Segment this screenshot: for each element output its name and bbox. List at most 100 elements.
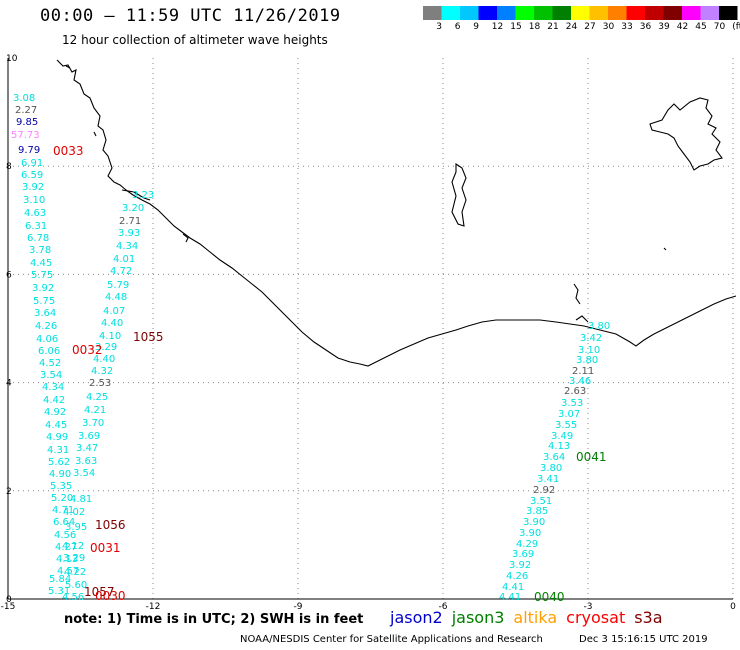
time-label: 1056	[95, 518, 126, 532]
y-tick-label: 0	[6, 595, 12, 605]
wave-height-label: 3.10	[23, 195, 45, 206]
colorbar-label: 33	[621, 22, 633, 32]
wave-height-label: 3.80	[576, 355, 598, 366]
time-label: 0040	[534, 590, 565, 604]
legend-item-cryosat: cryosat	[566, 608, 626, 627]
colorbar-swatch	[645, 6, 664, 20]
wave-height-label: 3.90	[519, 528, 541, 539]
wave-height-label: 3.63	[75, 456, 97, 467]
x-tick-label: 0	[730, 602, 736, 610]
colorbar-swatch	[552, 6, 571, 20]
colorbar-swatch	[441, 6, 460, 20]
legend-item-s3a: s3a	[634, 608, 663, 627]
time-label: 0031	[90, 541, 121, 555]
wave-height-label: 2.71	[119, 216, 141, 227]
colorbar-label: 27	[584, 22, 596, 32]
wave-height-label: 4.27	[55, 542, 77, 553]
colorbar-swatch	[719, 6, 738, 20]
wave-height-label: 4.45	[45, 420, 67, 431]
colorbar-label: 9	[473, 22, 479, 32]
wave-height-label: 4.92	[44, 407, 66, 418]
wave-height-label: 3.80	[588, 321, 610, 332]
colorbar-swatch	[460, 6, 479, 20]
wave-height-label: 6.59	[21, 170, 43, 181]
wave-height-label: 3.20	[122, 203, 144, 214]
y-tick-label: 2	[6, 487, 12, 497]
colorbar-swatch	[700, 6, 719, 20]
wave-height-label: 4.22	[64, 567, 86, 578]
wave-height-label: 3.47	[76, 443, 98, 454]
y-tick-label: 4	[6, 379, 12, 389]
wave-height-label: 4.02	[63, 507, 85, 518]
wave-height-label: 4.40	[101, 318, 123, 329]
wave-height-label: 4.63	[24, 208, 46, 219]
legend-item-jason3: jason3	[451, 608, 505, 627]
wave-height-label: 3.92	[509, 560, 531, 571]
wave-height-label: 4.48	[105, 292, 127, 303]
wave-height-label: 5.84	[49, 574, 71, 585]
wave-height-label: 3.54	[40, 370, 62, 381]
colorbar-swatch	[534, 6, 553, 20]
wave-height-label: 3.53	[561, 398, 583, 409]
wave-height-label: 3.51	[530, 496, 552, 507]
y-tick-label: 10	[6, 54, 18, 64]
wave-height-label: 6.78	[27, 233, 49, 244]
wave-height-label: 4.40	[93, 354, 115, 365]
wave-height-label: 4.52	[39, 358, 61, 369]
wave-height-label: 3.29	[63, 553, 85, 564]
wave-height-label: 3.95	[65, 522, 87, 533]
wave-height-label: 4.90	[49, 469, 71, 480]
x-tick-label: -6	[439, 602, 448, 610]
colorbar-label: 18	[528, 22, 541, 32]
chart-title: 00:00 – 11:59 UTC 11/26/2019	[40, 6, 341, 26]
wave-height-label: 3.46	[569, 376, 591, 387]
x-tick-label: -15	[1, 602, 16, 610]
wave-height-label: 3.85	[526, 506, 548, 517]
note-text: note: 1) Time is in UTC; 2) SWH is in fe…	[64, 612, 364, 627]
colorbar-label: 24	[565, 22, 578, 32]
wave-height-label: 4.01	[113, 254, 135, 265]
colorbar-label: 12	[491, 22, 504, 32]
colorbar	[423, 6, 738, 20]
wave-height-label: 4.21	[84, 405, 106, 416]
time-label: 1055	[133, 330, 164, 344]
wave-height-label: 4.13	[548, 441, 570, 452]
wave-height-label: 6.64	[53, 517, 75, 528]
wave-height-label: 4.07	[103, 306, 125, 317]
wave-height-label: 4.12	[62, 541, 84, 552]
legend-item-altika: altika	[513, 608, 558, 627]
wave-height-label: 2.92	[533, 485, 555, 496]
wave-height-label: 5.35	[50, 481, 72, 492]
colorbar-swatch	[663, 6, 682, 20]
wave-height-label: 4.56	[62, 592, 84, 603]
wave-height-label: 4.41	[502, 582, 524, 593]
wave-height-label: 4.99	[46, 432, 68, 443]
time-label: 0032	[72, 343, 103, 357]
colorbar-label: 6	[454, 22, 461, 32]
wave-height-label: 4.42	[43, 395, 65, 406]
wave-height-label: 3.70	[82, 418, 104, 429]
wave-height-label: 5.62	[48, 457, 70, 468]
colorbar-swatch	[608, 6, 627, 20]
wave-height-label: 4.34	[42, 382, 64, 393]
wave-height-label: 4.32	[91, 366, 113, 377]
colorbar-label: (ft)	[732, 22, 740, 32]
map-frame	[7, 58, 733, 600]
wave-height-label: 3.54	[73, 468, 95, 479]
colorbar-swatch	[589, 6, 608, 20]
wave-height-label: 3.23	[132, 190, 154, 201]
wave-height-label: 3.90	[523, 517, 545, 528]
wave-height-label: 4.13	[56, 554, 78, 565]
wave-height-label: 4.25	[86, 392, 108, 403]
time-label: 0033	[53, 144, 84, 158]
wave-height-label: 3.64	[34, 308, 56, 319]
wave-height-label: 3.07	[558, 409, 580, 420]
wave-height-label: 4.10	[99, 331, 121, 342]
wave-height-label: 3.69	[78, 431, 100, 442]
colorbar-swatch	[478, 6, 497, 20]
wave-height-label: 4.57	[57, 566, 79, 577]
colorbar-swatch	[626, 6, 645, 20]
colorbar-swatch	[515, 6, 534, 20]
wave-height-label: 5.31	[48, 586, 70, 597]
